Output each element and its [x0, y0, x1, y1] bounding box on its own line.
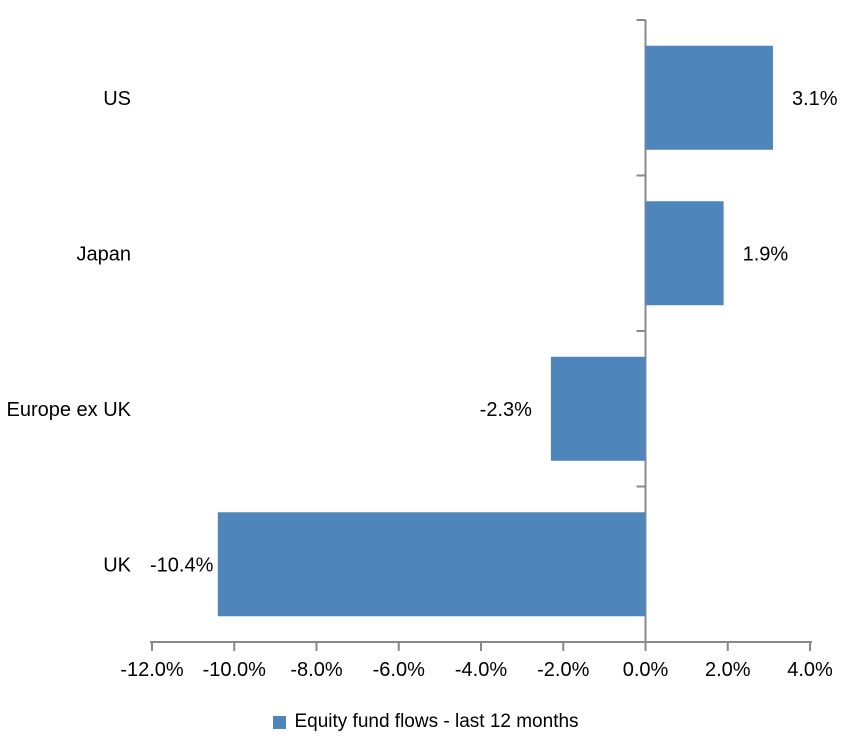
- x-tick-label: -2.0%: [537, 659, 589, 681]
- x-tick-label: -6.0%: [373, 659, 425, 681]
- x-tick-label: -10.0%: [203, 659, 267, 681]
- bar-us: [645, 45, 773, 150]
- data-label: 1.9%: [743, 243, 789, 265]
- x-tick-label: -4.0%: [455, 659, 507, 681]
- legend: Equity fund flows - last 12 months: [0, 711, 852, 733]
- x-tick-label: -8.0%: [290, 659, 342, 681]
- x-tick-label: 4.0%: [787, 659, 833, 681]
- data-label: 3.1%: [792, 88, 838, 110]
- x-tick-label: -12.0%: [120, 659, 184, 681]
- x-tick-label: 2.0%: [705, 659, 751, 681]
- bar-uk: [217, 512, 646, 617]
- legend-label: Equity fund flows - last 12 months: [294, 711, 579, 732]
- x-tick-label: 0.0%: [623, 659, 669, 681]
- bar-japan: [645, 201, 724, 306]
- data-label: -10.4%: [150, 554, 214, 576]
- legend-marker-icon: [273, 715, 287, 729]
- category-label: Japan: [77, 243, 132, 265]
- category-label: Europe ex UK: [6, 399, 131, 421]
- category-label: US: [103, 88, 131, 110]
- bar-europe-ex-uk: [550, 356, 646, 461]
- data-label: -2.3%: [480, 399, 532, 421]
- category-label: UK: [103, 554, 131, 576]
